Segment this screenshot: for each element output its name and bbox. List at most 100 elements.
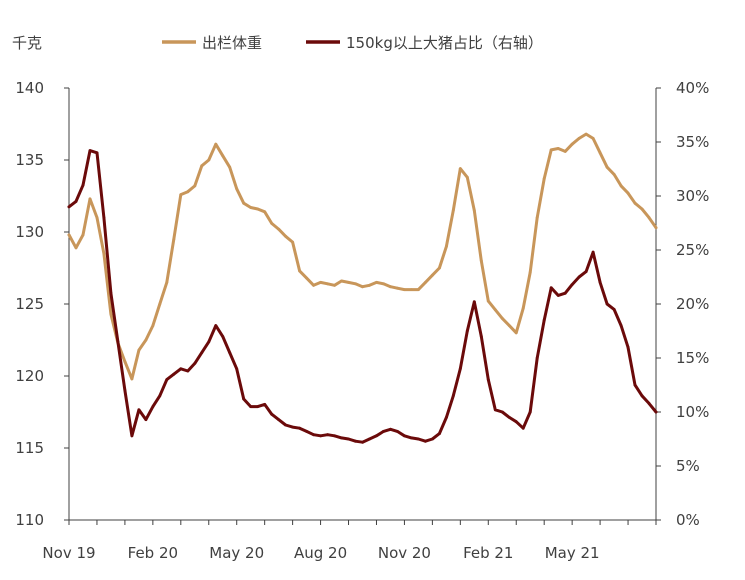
data-point-weight [445, 245, 448, 248]
data-point-share [458, 367, 462, 371]
data-point-share [633, 383, 637, 387]
left-tick-label: 135 [15, 151, 44, 169]
data-point-weight [165, 281, 169, 284]
data-point-share [507, 416, 511, 419]
data-point-share [563, 291, 567, 295]
data-point-weight [486, 299, 490, 303]
data-point-weight [640, 207, 644, 211]
data-point-share [158, 394, 162, 398]
data-point-share [291, 425, 294, 429]
series-layer [67, 132, 658, 444]
data-point-weight [109, 312, 113, 316]
data-point-weight [654, 226, 658, 230]
data-point-weight [340, 279, 343, 283]
data-point-weight [507, 324, 511, 327]
series-line-weight [67, 132, 658, 381]
data-point-share [151, 405, 155, 408]
data-point-weight [556, 147, 560, 150]
data-point-weight [256, 207, 260, 211]
data-point-weight [249, 206, 253, 209]
data-point-weight [354, 282, 357, 286]
left-tick-label: 130 [15, 223, 44, 241]
data-point-weight [81, 233, 85, 237]
x-axis-ticks: Nov 19 Feb 20 May 20 Aug 20 Nov 20 Feb 21 May … [42, 520, 657, 562]
data-point-share [382, 430, 385, 433]
data-point-share [375, 434, 378, 438]
data-point-share [95, 151, 99, 155]
data-point-weight [417, 288, 420, 291]
data-point-weight [333, 283, 336, 287]
data-point-share [305, 430, 308, 433]
data-point-weight [521, 306, 525, 310]
right-tick-label: 10% [676, 403, 709, 421]
data-point-share [340, 436, 343, 440]
data-point-share [221, 335, 225, 338]
data-point-share [389, 427, 392, 431]
data-point-weight [347, 281, 350, 284]
data-point-share [542, 318, 546, 322]
data-point-share [242, 397, 246, 401]
data-point-share [123, 389, 127, 392]
x-tick-label: Feb 20 [128, 544, 178, 562]
data-point-share [570, 283, 574, 286]
data-point-weight [305, 276, 308, 280]
data-point-share [130, 434, 134, 438]
data-point-share [528, 410, 532, 414]
data-point-weight [151, 324, 155, 327]
data-point-weight [542, 177, 546, 181]
data-point-share [549, 286, 553, 290]
data-point-share [333, 434, 336, 438]
data-point-share [486, 378, 490, 381]
data-point-weight [493, 308, 497, 312]
data-point-share [172, 372, 176, 376]
data-point-share [417, 437, 420, 441]
data-point-weight [228, 165, 232, 169]
data-point-weight [465, 175, 469, 179]
data-point-share [109, 291, 113, 295]
data-point-share [263, 403, 267, 406]
data-point-share [186, 369, 190, 373]
data-point-weight [389, 285, 392, 289]
data-point-weight [382, 282, 385, 286]
right-tick-label: 30% [676, 187, 709, 205]
data-point-weight [319, 281, 322, 284]
data-point-share [451, 394, 455, 398]
data-point-share [403, 434, 406, 438]
data-point-weight [424, 281, 427, 284]
data-point-share [354, 439, 357, 443]
x-tick-label: Nov 20 [378, 544, 431, 562]
data-point-share [74, 200, 78, 203]
data-point-share [605, 302, 609, 306]
data-point-weight [619, 184, 623, 188]
x-tick-label: May 20 [209, 544, 264, 562]
data-point-weight [88, 197, 92, 201]
plot-area: 110 115 120 125 130 135 140 0% 5% 10% 15% 20% 25% 30… [15, 79, 709, 562]
data-point-share [81, 183, 85, 187]
data-point-weight [242, 201, 246, 205]
data-point-weight [368, 283, 371, 287]
data-point-weight [130, 377, 134, 381]
data-point-share [647, 402, 651, 405]
data-point-weight [200, 164, 204, 168]
data-point-weight [361, 285, 364, 289]
data-point-weight [577, 137, 581, 140]
right-tick-label: 0% [676, 511, 700, 529]
data-point-weight [584, 132, 588, 136]
data-point-share [249, 405, 253, 408]
left-tick-label: 125 [15, 295, 44, 313]
data-point-share [654, 410, 658, 414]
data-point-weight [277, 227, 280, 231]
data-point-weight [396, 286, 399, 290]
data-point-weight [95, 216, 99, 220]
data-point-weight [633, 201, 637, 205]
data-point-share [612, 308, 616, 311]
x-tick-label: Nov 19 [42, 544, 95, 562]
data-point-share [598, 281, 602, 284]
data-point-share [472, 300, 476, 304]
data-point-share [207, 340, 211, 344]
data-point-weight [626, 191, 630, 195]
x-tick-label: May 21 [545, 544, 600, 562]
data-point-weight [263, 210, 267, 214]
data-point-share [445, 416, 448, 419]
data-point-share [410, 436, 413, 440]
